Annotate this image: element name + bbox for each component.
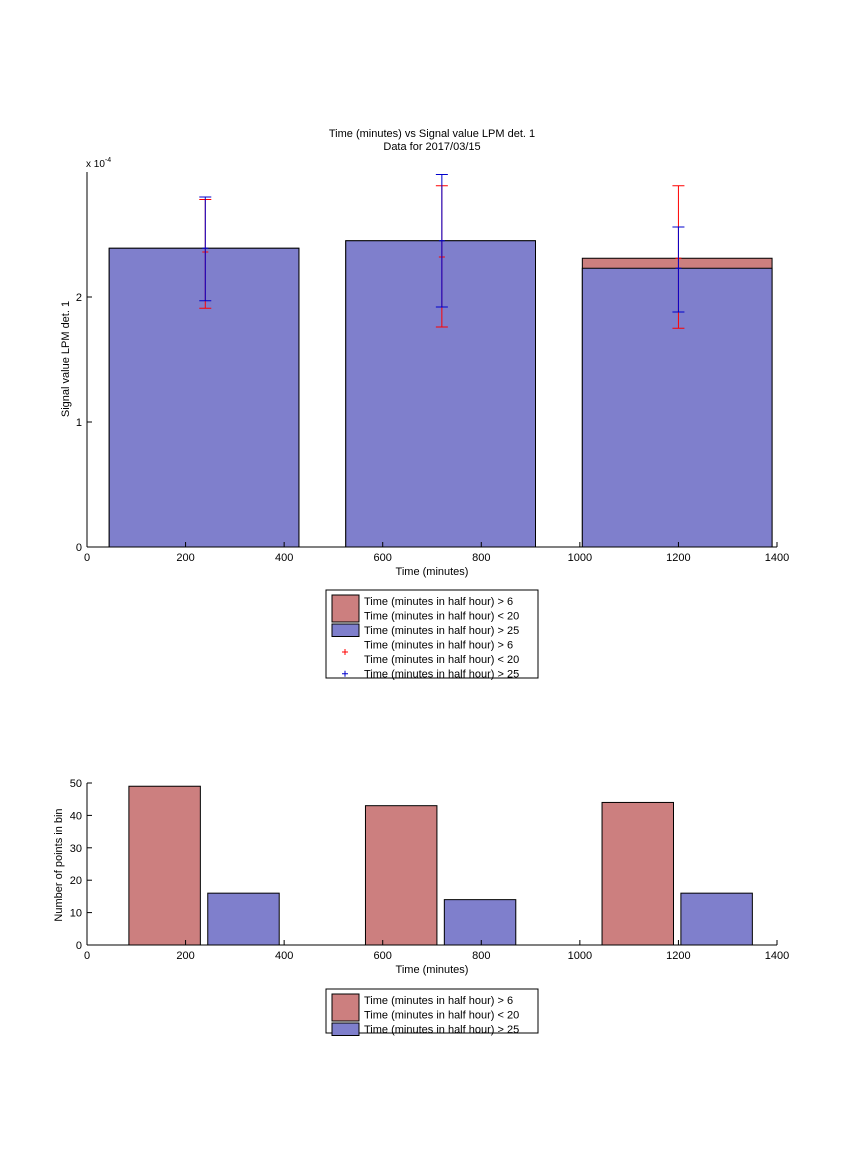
x-tick-label: 600	[374, 950, 392, 962]
y-tick-label: 10	[70, 908, 82, 920]
legend-label: Time (minutes in half hour) < 20	[364, 654, 519, 666]
x-tick-label: 400	[275, 552, 293, 564]
error-bars	[199, 174, 685, 329]
legend-box	[325, 988, 539, 1034]
x-tick-label: 1000	[568, 950, 592, 962]
y-tick-label: 20	[70, 875, 82, 887]
bars	[128, 785, 753, 946]
legend-label: Time (minutes in half hour) > 25	[364, 669, 519, 681]
y-tick-label: 30	[70, 843, 82, 855]
bar-red-2	[364, 805, 438, 946]
x-tick-label: 800	[472, 950, 490, 962]
chart-title: Time (minutes) vs Signal value LPM det. …	[329, 128, 535, 140]
legend-label: Time (minutes in half hour) > 6	[364, 596, 513, 608]
legend-patch-blue	[331, 1022, 360, 1036]
errorbar-blue-2	[672, 226, 685, 313]
signal-chart: Time (minutes) vs Signal value LPM det. …	[60, 128, 789, 681]
legend-marker-blue	[342, 670, 348, 677]
bar-blue-1	[345, 240, 536, 548]
y-axis-label: Signal value LPM det. 1	[60, 301, 72, 417]
bar-blue-0	[108, 247, 300, 548]
x-tick-label: 1200	[666, 950, 690, 962]
y-exponent-label: x 10-4	[86, 157, 111, 170]
legend-patch-red	[331, 993, 360, 1022]
x-tick-label: 1400	[765, 552, 789, 564]
legend: Time (minutes in half hour) > 6 Time (min…	[325, 589, 539, 681]
x-tick-label: 0	[84, 552, 90, 564]
bar-blue-1	[207, 892, 280, 946]
x-tick-label: 600	[374, 552, 392, 564]
y-tick-label: 0	[76, 542, 82, 554]
bar-blue-2	[581, 267, 773, 548]
x-axis-label: Time (minutes)	[396, 964, 469, 976]
legend-marker-red	[342, 649, 348, 655]
bar-red-4	[601, 801, 674, 946]
plot-area: 0 200 400 600 800 1000 1200 1400 0 10 20 30 40 50	[70, 778, 789, 962]
legend-patch-red	[331, 594, 360, 623]
bars	[108, 240, 773, 548]
y-tick-label: 2	[76, 292, 82, 304]
errorbar-blue-0	[199, 196, 212, 302]
legend-label: Time (minutes in half hour) < 20	[364, 1010, 519, 1022]
x-tick-label: 200	[176, 950, 194, 962]
legend-label: Time (minutes in half hour) > 25	[364, 1024, 519, 1036]
legend-label: Time (minutes in half hour) > 6	[364, 995, 513, 1007]
x-tick-label: 1000	[568, 552, 592, 564]
chart-subtitle: Data for 2017/03/15	[383, 141, 480, 153]
bar-blue-5	[680, 892, 753, 946]
x-tick-label: 800	[472, 552, 490, 564]
y-axis-label: Number of points in bin	[53, 808, 65, 921]
bar-red-0	[128, 785, 201, 946]
x-tick-label: 1200	[666, 552, 690, 564]
y-tick-label: 40	[70, 810, 82, 822]
plot-area: 0 200 400 600 800 1000 1200 1400 0 1 2	[76, 172, 789, 564]
x-tick-label: 200	[176, 552, 194, 564]
y-tick-label: 50	[70, 778, 82, 790]
errorbar-blue-1	[435, 174, 448, 308]
legend-patch-blue	[331, 623, 360, 637]
x-tick-label: 0	[84, 950, 90, 962]
legend-label: Time (minutes in half hour) < 20	[364, 611, 519, 623]
x-tick-label: 400	[275, 950, 293, 962]
legend-label: Time (minutes in half hour) > 6	[364, 640, 513, 652]
y-exponent-power: -4	[105, 157, 111, 164]
legend: Time (minutes in half hour) > 6 Time (min…	[325, 988, 539, 1036]
legend-box	[325, 589, 539, 679]
x-axis-label: Time (minutes)	[396, 566, 469, 578]
y-tick-label: 1	[76, 417, 82, 429]
count-chart: 0 200 400 600 800 1000 1200 1400 0 10 20 30 40 50 Tim…	[53, 778, 789, 1036]
y-tick-label: 0	[76, 940, 82, 952]
bar-blue-3	[443, 899, 517, 946]
legend-label: Time (minutes in half hour) > 25	[364, 625, 519, 637]
x-tick-label: 1400	[765, 950, 789, 962]
y-exponent-base: x 10	[86, 159, 105, 170]
